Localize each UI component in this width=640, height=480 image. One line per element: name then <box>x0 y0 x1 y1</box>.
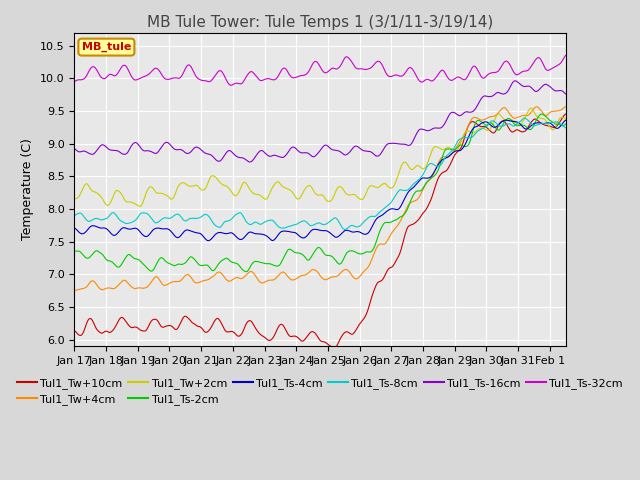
Text: MB_tule: MB_tule <box>82 42 131 52</box>
Title: MB Tule Tower: Tule Temps 1 (3/1/11-3/19/14): MB Tule Tower: Tule Temps 1 (3/1/11-3/19… <box>147 15 493 30</box>
Legend: Tul1_Tw+10cm, Tul1_Tw+4cm, Tul1_Tw+2cm, Tul1_Ts-2cm, Tul1_Ts-4cm, Tul1_Ts-8cm, T: Tul1_Tw+10cm, Tul1_Tw+4cm, Tul1_Tw+2cm, … <box>13 373 627 409</box>
Y-axis label: Temperature (C): Temperature (C) <box>21 138 35 240</box>
